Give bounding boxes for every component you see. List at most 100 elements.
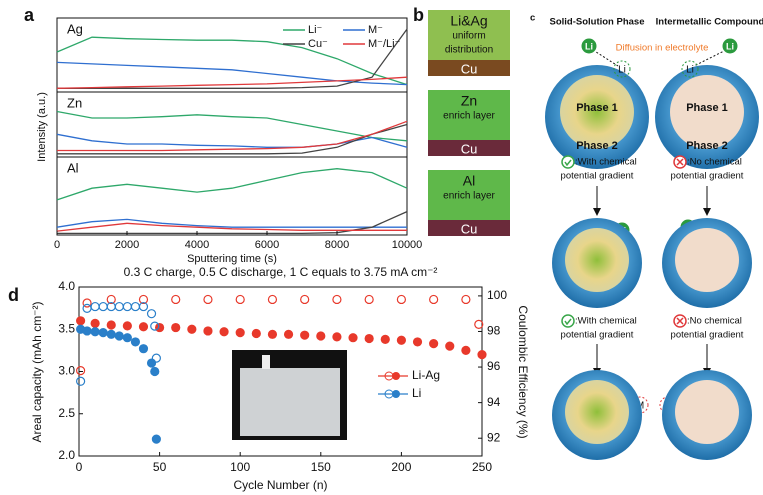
atom-label: Li: [726, 41, 734, 51]
y2-tick-label: 94: [487, 395, 501, 409]
capacity-point: [91, 328, 99, 336]
capacity-point: [414, 338, 422, 346]
phase-label: Phase 1: [686, 102, 728, 114]
ce-point: [148, 310, 156, 318]
ce-point: [397, 295, 405, 303]
capacity-point: [462, 346, 470, 354]
capacity-point: [381, 335, 389, 343]
y2-tick-label: 92: [487, 430, 501, 444]
series-line: [57, 112, 407, 141]
subplot-title: Zn: [67, 95, 82, 110]
capacity-point: [148, 359, 156, 367]
cube-label: Al: [463, 173, 475, 189]
ce-point: [204, 295, 212, 303]
x-tick-label: 10000: [392, 239, 423, 251]
capacity-point: [268, 330, 276, 338]
ce-point: [115, 303, 123, 311]
legend-label: Li-Ag: [412, 368, 440, 382]
ce-point: [131, 303, 139, 311]
capacity-point: [91, 319, 99, 327]
chart-title: 0.3 C charge, 0.5 C discharge, 1 C equal…: [124, 265, 438, 279]
capacity-point: [115, 332, 123, 340]
capacity-point: [123, 322, 131, 330]
phase-core: [565, 380, 629, 444]
ce-point: [99, 303, 107, 311]
x-tick-label: 4000: [185, 239, 209, 251]
x-tick-label: 50: [153, 460, 167, 474]
ce-point: [268, 295, 276, 303]
legend-label: Li⁻: [308, 24, 323, 36]
capacity-point: [139, 345, 147, 353]
capacity-point: [365, 335, 373, 343]
plot-frame: [57, 92, 407, 157]
y-tick-label: 4.0: [58, 279, 75, 293]
panel-label: c: [530, 13, 535, 24]
capacity-point: [107, 321, 115, 329]
legend-marker: [392, 390, 400, 398]
x-tick-label: 250: [472, 460, 492, 474]
diffusion-path: [593, 50, 618, 66]
panel-d: d0.3 C charge, 0.5 C discharge, 1 C equa…: [8, 265, 530, 492]
check-icon: [562, 315, 574, 327]
x-tick-label: 6000: [255, 239, 279, 251]
phase-core: [675, 228, 739, 292]
series-line: [57, 219, 407, 227]
y2-tick-label: 100: [487, 288, 507, 302]
plot-frame: [57, 157, 407, 235]
phase-core: [675, 380, 739, 444]
capacity-point: [349, 334, 357, 342]
capacity-point: [188, 325, 196, 333]
capacity-point: [204, 327, 212, 335]
cube-label: enrich layer: [443, 191, 495, 202]
phase-core: [565, 228, 629, 292]
ce-point: [77, 367, 85, 375]
capacity-point: [77, 317, 85, 325]
gradient-note: :No chemical: [687, 157, 742, 168]
atom-label: Li: [585, 41, 593, 51]
y2-axis-label: Coulombic Efficiency (%): [516, 305, 530, 438]
capacity-point: [446, 342, 454, 350]
x-axis-label: Cycle Number (n): [233, 478, 327, 492]
capacity-point: [152, 435, 160, 443]
cube-label: distribution: [445, 45, 493, 56]
capacity-point: [220, 328, 228, 336]
x-tick-label: 150: [311, 460, 331, 474]
x-tick-label: 0: [54, 239, 60, 251]
capacity-point: [333, 333, 341, 341]
capacity-point: [151, 368, 159, 376]
ce-point: [462, 295, 470, 303]
column-title: Intermetallic Compound: [656, 17, 763, 28]
tab: [262, 355, 270, 369]
ce-point: [236, 295, 244, 303]
y-tick-label: 2.5: [58, 406, 75, 420]
x-axis-label: Sputtering time (s): [187, 253, 277, 265]
legend-label: M⁻: [368, 24, 383, 36]
series-line: [57, 169, 407, 200]
capacity-point: [397, 336, 405, 344]
y-tick-label: 3.0: [58, 364, 75, 378]
subplot-title: Ag: [67, 21, 83, 36]
cube-label: Zn: [461, 93, 477, 109]
y2-tick-label: 98: [487, 324, 501, 338]
ce-point: [123, 303, 131, 311]
gradient-note: potential gradient: [671, 171, 744, 182]
capacity-point: [301, 331, 309, 339]
ce-point: [83, 304, 91, 312]
panel-label: b: [413, 5, 424, 25]
ce-point: [172, 295, 180, 303]
legend-label: Li: [412, 386, 421, 400]
cube-base-label: Cu: [461, 61, 478, 76]
capacity-point: [236, 329, 244, 337]
capacity-point: [123, 334, 131, 342]
ce-point: [301, 295, 309, 303]
ce-point: [77, 377, 85, 385]
capacity-point: [107, 330, 115, 338]
cube-label: Li&Ag: [450, 13, 487, 29]
plot-frame: [57, 18, 407, 92]
capacity-point: [99, 329, 107, 337]
panel-c: c Solid-Solution Phase Intermetallic Com…: [530, 13, 763, 460]
ce-point: [333, 295, 341, 303]
x-tick-label: 200: [391, 460, 411, 474]
y-tick-label: 3.5: [58, 321, 75, 335]
